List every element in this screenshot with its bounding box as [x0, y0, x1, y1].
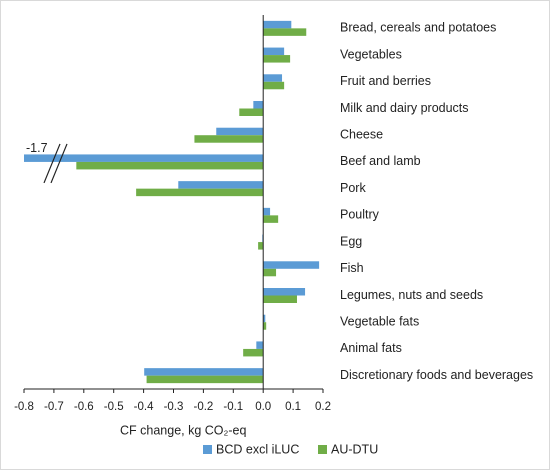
- bar: [258, 242, 264, 250]
- bar: [146, 375, 264, 384]
- x-tick-label: -0.3: [164, 401, 184, 413]
- bar: [263, 268, 277, 277]
- category-label: Poultry: [340, 208, 380, 222]
- category-label: Bread, cereals and potatoes: [340, 21, 496, 35]
- bar: [243, 348, 264, 357]
- category-label: Milk and dairy products: [340, 101, 469, 115]
- legend-label: AU-DTU: [331, 442, 378, 456]
- bar: [263, 295, 297, 303]
- bar: [256, 341, 264, 349]
- bar: [76, 161, 264, 170]
- bar: [263, 81, 285, 90]
- bar: [263, 288, 306, 296]
- bar: [263, 261, 320, 269]
- break-mark: [50, 143, 68, 184]
- bar: [263, 55, 291, 63]
- bar: [178, 181, 264, 189]
- legend-swatch: [203, 445, 212, 454]
- bar: [263, 207, 271, 216]
- bar: [263, 20, 292, 29]
- legend-label: BCD excl iLUC: [216, 442, 299, 456]
- bar: [263, 47, 285, 56]
- bar: [24, 154, 264, 162]
- category-label: Fruit and berries: [340, 74, 431, 88]
- legend-swatch: [318, 445, 327, 454]
- bar: [239, 108, 264, 116]
- category-label: Vegetables: [340, 47, 402, 61]
- bar: [263, 314, 266, 323]
- category-label: Vegetable fats: [340, 315, 419, 329]
- bar: [263, 322, 267, 330]
- x-tick-label: -0.6: [74, 401, 94, 413]
- x-tick-label: -0.7: [44, 401, 64, 413]
- category-label: Egg: [340, 234, 362, 248]
- category-label: Cheese: [340, 128, 383, 142]
- x-tick-label: -0.2: [193, 401, 213, 413]
- category-label: Pork: [340, 181, 366, 195]
- bar: [144, 368, 264, 376]
- category-label: Animal fats: [340, 341, 402, 355]
- bar: [253, 101, 264, 109]
- value-label: -1.7: [26, 141, 48, 155]
- bar: [216, 127, 264, 136]
- x-tick-label: -0.5: [104, 401, 124, 413]
- category-label: Discretionary foods and beverages: [340, 368, 533, 382]
- x-tick-label: 0.0: [255, 401, 271, 413]
- x-tick-label: 0.2: [315, 401, 331, 413]
- category-label: Fish: [340, 261, 364, 275]
- x-tick-label: 0.1: [285, 401, 301, 413]
- x-axis-title: CF change, kg CO₂-eq: [120, 423, 246, 437]
- x-tick-label: -0.1: [223, 401, 243, 413]
- bar: [263, 215, 279, 223]
- break-mark: [43, 143, 61, 184]
- category-label: Beef and lamb: [340, 154, 421, 168]
- x-tick-label: -0.4: [134, 401, 154, 413]
- bar: [263, 74, 283, 82]
- category-label: Legumes, nuts and seeds: [340, 288, 483, 302]
- bar: [194, 135, 264, 143]
- bar: [136, 188, 264, 197]
- bars: [24, 20, 320, 384]
- x-tick-label: -0.8: [14, 401, 34, 413]
- bar: [263, 28, 307, 36]
